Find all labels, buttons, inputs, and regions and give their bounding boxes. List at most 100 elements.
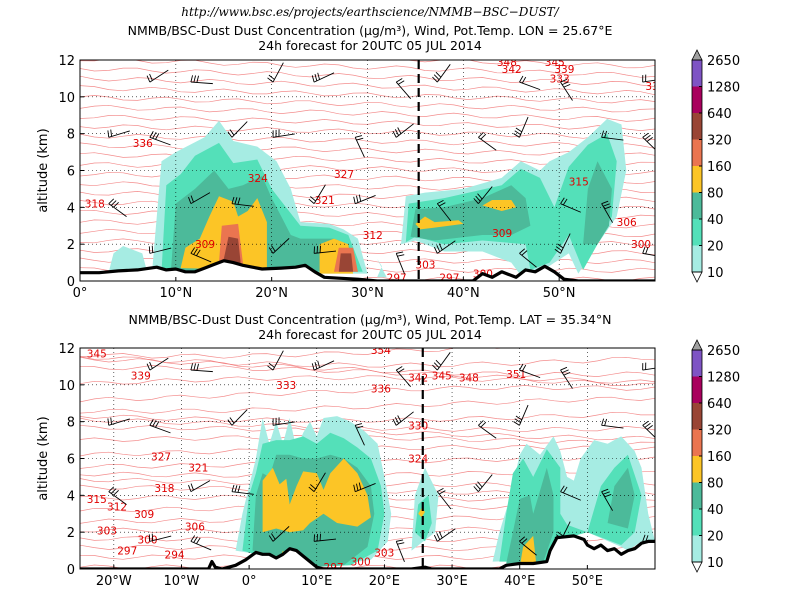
- wind-barb-feather: [234, 197, 238, 205]
- isentrope-label: 318: [85, 199, 105, 211]
- wind-barb-shaft: [108, 130, 130, 138]
- wind-barb-feather: [146, 363, 151, 371]
- wind-barb-feather: [394, 417, 400, 424]
- wind-barb-feather: [477, 193, 483, 200]
- wind-barb-shaft: [519, 116, 529, 138]
- wind-barb-feather: [310, 484, 316, 490]
- wind-barb-feather: [151, 245, 154, 253]
- isentrope-label: 342: [408, 372, 428, 384]
- wind-barb-feather: [396, 366, 403, 371]
- y-tick-label: 10: [58, 379, 75, 394]
- wind-barb-shaft: [313, 472, 326, 492]
- wind-barb-shaft: [190, 540, 212, 551]
- source-url: http://www.bsc.es/projects/earthscience/…: [181, 5, 559, 19]
- isentrope-label: 297: [439, 272, 459, 284]
- wind-barb-feather: [188, 484, 192, 492]
- isentrope-label: 321: [315, 195, 335, 207]
- x-tick-label: 20°N: [255, 286, 288, 301]
- y-tick-label: 4: [67, 201, 75, 216]
- colorbar-tick-label: 40: [707, 213, 724, 228]
- wind-barb-feather: [394, 129, 400, 136]
- wind-barb-feather: [515, 415, 523, 421]
- x-tick-label: 10°N: [159, 286, 192, 301]
- wind-barb-shaft: [313, 72, 335, 83]
- wind-barb-feather: [604, 206, 612, 210]
- wind-barb-feather: [555, 246, 563, 252]
- isentrope-label: 306: [185, 522, 205, 534]
- wind-barb-feather: [234, 485, 238, 493]
- y-tick-label: 0: [67, 275, 75, 290]
- colorbar-tick-label: 20: [707, 240, 724, 255]
- wind-barb-shaft: [149, 136, 171, 146]
- colorbar-tick-label: 40: [707, 503, 724, 518]
- wind-barb-feather: [317, 72, 320, 80]
- isentrope-label: 354: [371, 345, 391, 357]
- isentrope-label: 297: [387, 272, 407, 284]
- wind-barb-feather: [480, 133, 487, 140]
- x-tick-label: 30°N: [351, 286, 384, 301]
- wind-barb-feather: [227, 419, 233, 426]
- isentrope-label: 327: [151, 452, 171, 464]
- wind-barb-feather: [602, 203, 610, 207]
- wind-barb-feather: [268, 362, 275, 368]
- wind-barb-shaft: [149, 247, 172, 254]
- wind-barb-shaft: [436, 64, 451, 83]
- dust-region-40: [506, 467, 554, 564]
- wind-barb-feather: [108, 198, 115, 204]
- y-tick-label: 4: [67, 489, 75, 504]
- wind-barb-shaft: [149, 424, 171, 434]
- wind-barb-feather: [155, 421, 160, 428]
- x-tick-label: 50°E: [572, 574, 603, 589]
- wind-barb-feather: [113, 489, 119, 496]
- wind-barb-feather: [473, 486, 479, 492]
- wind-barb-feather: [152, 420, 157, 427]
- wind-barb-feather: [604, 418, 608, 426]
- wind-barb-feather: [433, 74, 440, 80]
- wind-barb-feather: [392, 130, 397, 138]
- wind-barb-shaft: [108, 491, 127, 505]
- wind-barb-feather: [519, 75, 524, 83]
- isentrope-label: 327: [334, 169, 354, 181]
- top-chart-title: NMMB/BSC-Dust Dust Concentration (µg/m³)…: [127, 23, 613, 38]
- isentrope-line: [80, 417, 655, 433]
- wind-barb-feather: [397, 80, 405, 85]
- wind-barb-feather: [560, 366, 568, 371]
- y-tick-label: 8: [67, 416, 75, 431]
- wind-barb-feather: [432, 76, 438, 83]
- colorbar-tick-label: 80: [707, 477, 724, 492]
- wind-barb-shaft: [642, 79, 655, 83]
- wind-barb-feather: [475, 195, 481, 202]
- colorbar-swatch: [692, 86, 702, 113]
- colorbar-tick-label: 320: [707, 134, 732, 149]
- wind-barb-feather: [396, 78, 403, 83]
- wind-barb-shaft: [519, 253, 537, 268]
- isentrope-labels: 345 339 333 336 342 345 348 351 330 324 354 327 321 3…: [87, 345, 526, 569]
- wind-barb-feather: [521, 76, 527, 84]
- isentrope-line: [80, 348, 508, 359]
- colorbar-tick-label: 640: [707, 397, 732, 412]
- colorbar-tick-label: 2650: [707, 54, 740, 69]
- dust-region-80: [482, 200, 516, 211]
- isentrope-label: 309: [492, 228, 512, 240]
- wind-barb-shaft: [190, 192, 211, 205]
- colorbar-tick-label: 160: [707, 160, 732, 175]
- y-tick-label: 8: [67, 128, 75, 143]
- wind-barb-feather: [110, 129, 113, 137]
- isentrope-line: [80, 385, 655, 403]
- isentrope-label: 312: [363, 230, 383, 242]
- wind-barb-feather: [355, 135, 363, 138]
- wind-barb-shaft: [395, 81, 412, 99]
- y-tick-label: 0: [67, 563, 75, 578]
- x-tick-label: 10°W: [164, 574, 200, 589]
- wind-barb-feather: [356, 483, 359, 491]
- wind-barb-feather: [355, 423, 363, 426]
- terrain-line: [80, 534, 655, 569]
- wind-barb-feather: [317, 360, 320, 368]
- isentrope-label: 339: [131, 371, 151, 383]
- isentrope-line: [80, 424, 655, 441]
- colorbar-0: 10 20 40 80 160 320 640 1280 2650: [691, 49, 740, 283]
- y-axis-label: altitude (km): [36, 416, 51, 500]
- wind-barb-feather: [560, 485, 565, 492]
- wind-barb-feather: [311, 363, 315, 371]
- colorbar-tick-label: 2650: [707, 344, 740, 359]
